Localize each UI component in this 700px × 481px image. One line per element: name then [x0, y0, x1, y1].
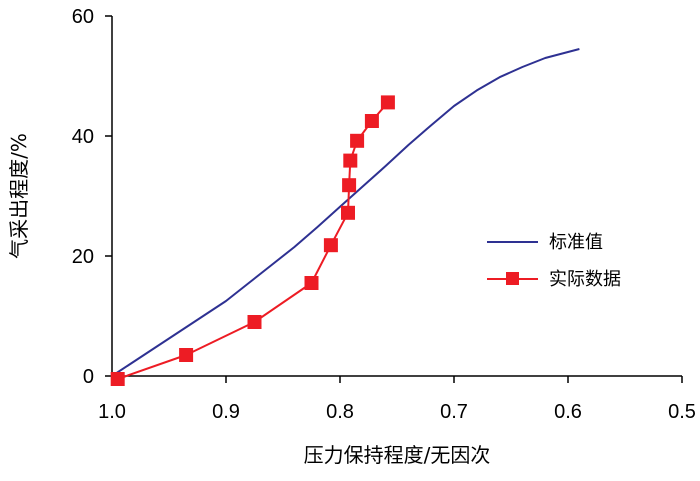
series-line-0: [111, 48, 580, 377]
y-tick-label: 20: [72, 246, 94, 268]
y-ticks: 0 20 40 60: [72, 6, 112, 388]
legend: 标准值 实际数据: [487, 232, 621, 290]
data-point: [343, 153, 358, 168]
legend-label-standard: 标准值: [549, 232, 603, 253]
y-tick-label: 0: [83, 366, 94, 388]
data-point: [364, 114, 379, 128]
data-point: [323, 238, 338, 253]
y-tick-label: 40: [72, 126, 94, 148]
y-axis-title: 气采出程度/%: [7, 133, 31, 259]
data-point: [247, 315, 262, 329]
x-tick-label: 0.8: [326, 401, 354, 423]
x-tick-label: 0.7: [440, 401, 468, 423]
data-point: [179, 348, 194, 362]
x-tick-label: 0.5: [668, 401, 696, 423]
series-line-1: [117, 101, 389, 380]
y-tick-label: 60: [72, 6, 94, 28]
x-tick-label: 0.6: [554, 401, 582, 423]
data-point: [380, 95, 395, 110]
x-tick-label: 0.9: [212, 401, 240, 423]
data-point: [342, 178, 357, 193]
data-point: [341, 205, 355, 220]
axes: [111, 16, 682, 377]
data-point: [350, 133, 365, 148]
data-point: [304, 276, 319, 290]
x-ticks: 1.0 0.9 0.8 0.7 0.6 0.5: [98, 376, 696, 423]
legend-marker-actual: [506, 272, 519, 285]
series-layer: [110, 48, 580, 386]
x-tick-label: 1.0: [98, 401, 126, 423]
x-axis-title: 压力保持程度/无因次: [304, 443, 491, 467]
data-point: [110, 372, 125, 386]
legend-label-actual: 实际数据: [549, 269, 621, 290]
